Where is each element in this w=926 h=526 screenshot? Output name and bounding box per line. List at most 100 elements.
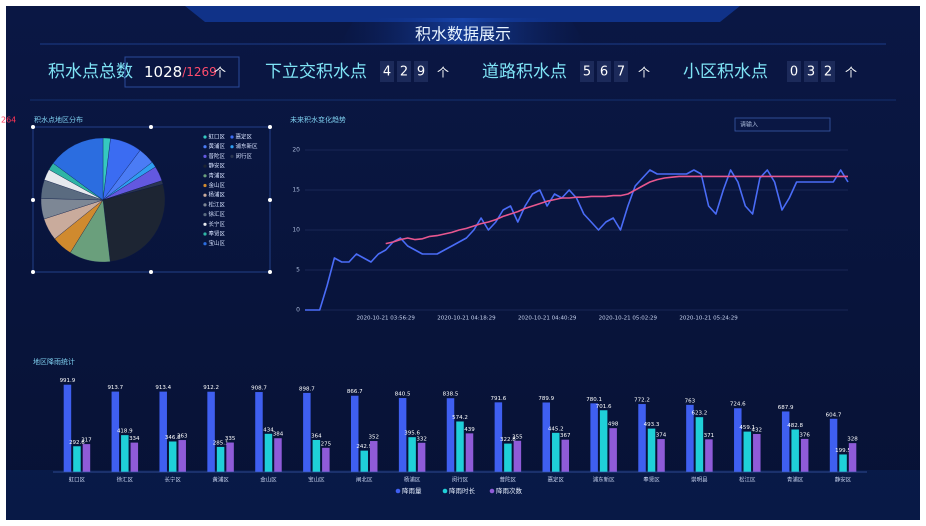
x-tick-label: 长宁区 bbox=[164, 476, 181, 484]
x-tick-label: 黄浦区 bbox=[212, 476, 229, 484]
header-title: 积水数据展示 bbox=[415, 25, 511, 44]
floor-glow bbox=[6, 470, 920, 520]
selection-handle bbox=[31, 198, 35, 202]
bar-value-label: 445.2 bbox=[548, 426, 564, 432]
bar bbox=[121, 435, 129, 472]
pie-title: 积水点地区分布 bbox=[34, 115, 83, 124]
bar bbox=[456, 421, 464, 472]
legend-label: 杨浦区 bbox=[209, 191, 226, 199]
kpi-box bbox=[124, 56, 240, 88]
legend-dot bbox=[203, 203, 207, 207]
bar-value-label: 439 bbox=[464, 427, 475, 433]
bar bbox=[561, 439, 570, 472]
bar-value-label: 908.7 bbox=[251, 386, 267, 392]
header-plate bbox=[340, 18, 585, 44]
bar bbox=[168, 441, 177, 472]
bar bbox=[686, 404, 694, 472]
bar-value-label: 384 bbox=[273, 432, 284, 438]
kpi-digit: 4 bbox=[383, 65, 391, 80]
pie-slice bbox=[52, 137, 104, 201]
kpi-unit: 个 bbox=[437, 66, 449, 80]
header-bar bbox=[185, 6, 740, 22]
bar-value-label: 322.8 bbox=[500, 437, 516, 443]
legend-dot bbox=[395, 488, 401, 494]
legend-dot bbox=[230, 145, 234, 149]
bar-value-label: 913.4 bbox=[155, 385, 171, 391]
bar bbox=[695, 417, 704, 472]
legend-dot bbox=[489, 488, 495, 494]
bar-value-label: 352 bbox=[368, 435, 379, 441]
x-tick-label: 2020-10-21 05:02:29 bbox=[599, 316, 658, 322]
selection-handle bbox=[268, 198, 272, 202]
bar-value-label: 701.6 bbox=[596, 404, 612, 410]
selection-handle bbox=[31, 125, 35, 129]
x-tick-label: 普陀区 bbox=[500, 476, 517, 484]
digit-box bbox=[787, 61, 801, 82]
bar-value-label: 367 bbox=[560, 433, 571, 439]
bar-value-label: 376 bbox=[799, 432, 810, 438]
bar-value-label: 791.6 bbox=[491, 396, 507, 402]
bar-value-label: 292.6 bbox=[69, 440, 85, 446]
digit-box bbox=[804, 61, 818, 82]
bar-value-label: 724.6 bbox=[730, 402, 746, 408]
legend-label: 降雨量 bbox=[402, 486, 422, 495]
bar-value-label: 285.1 bbox=[213, 440, 229, 446]
selection-handle bbox=[149, 270, 153, 274]
bar-value-label: 913.7 bbox=[107, 385, 123, 391]
legend-dot bbox=[203, 183, 207, 188]
kpi-unit: 个 bbox=[638, 66, 650, 80]
digit-box bbox=[414, 61, 428, 82]
bar bbox=[350, 395, 359, 472]
bar-value-label: 334 bbox=[129, 436, 140, 442]
bar-value-label: 432 bbox=[752, 427, 763, 433]
kpi-label: 小区积水点 bbox=[683, 62, 768, 82]
legend-dot bbox=[203, 145, 207, 149]
bar-value-label: 763 bbox=[685, 398, 696, 404]
bar-value-label: 328 bbox=[847, 437, 858, 443]
bar-value-label: 498 bbox=[608, 422, 619, 428]
bar bbox=[446, 398, 455, 472]
bar bbox=[303, 392, 311, 472]
bar bbox=[494, 402, 503, 472]
legend-dot bbox=[203, 164, 207, 168]
legend-dot bbox=[442, 488, 448, 494]
bar-value-label: 332 bbox=[416, 436, 427, 442]
input-placeholder: 请输入 bbox=[740, 121, 758, 129]
bar bbox=[63, 384, 72, 472]
kpi-total: 1269 bbox=[186, 65, 217, 79]
bar bbox=[743, 431, 752, 472]
bar bbox=[839, 454, 847, 472]
bar-value-label: 374 bbox=[656, 433, 667, 439]
bar bbox=[312, 439, 321, 472]
bar bbox=[552, 432, 560, 472]
bar-value-label: 789.9 bbox=[538, 396, 554, 402]
bar bbox=[408, 437, 416, 472]
y-tick-label: 20 bbox=[292, 147, 300, 154]
bar bbox=[274, 438, 282, 472]
legend-label: 金山区 bbox=[209, 181, 226, 189]
legend-dot bbox=[203, 154, 207, 158]
kpi-digit: 9 bbox=[417, 65, 425, 80]
x-tick-label: 杨浦区 bbox=[404, 476, 421, 484]
x-tick-label: 2020-10-21 04:40:29 bbox=[518, 316, 577, 322]
legend-dot bbox=[203, 193, 207, 197]
bar bbox=[130, 442, 139, 472]
x-tick-label: 2020-10-21 05:24:29 bbox=[679, 316, 738, 322]
legend-label: 宝山区 bbox=[209, 239, 226, 247]
kpi-digit: 2 bbox=[824, 65, 832, 80]
legend-label: 松江区 bbox=[209, 200, 226, 208]
bar bbox=[398, 398, 407, 472]
bar-value-label: 275 bbox=[321, 441, 332, 447]
selection-handle bbox=[268, 125, 272, 129]
bar bbox=[73, 446, 81, 472]
x-tick-label: 2020-10-21 03:56:29 bbox=[357, 316, 416, 322]
legend-label: 奉贤区 bbox=[209, 230, 226, 238]
bar-value-label: 493.3 bbox=[644, 422, 660, 428]
x-tick-label: 徐汇区 bbox=[117, 476, 134, 484]
kpi-unit: 个 bbox=[845, 66, 857, 80]
search-input[interactable] bbox=[734, 117, 831, 132]
kpi-label: 下立交积水点 bbox=[265, 62, 367, 82]
digit-box bbox=[614, 61, 628, 82]
legend-dot bbox=[230, 154, 234, 158]
legend-label: 长宁区 bbox=[209, 220, 226, 228]
